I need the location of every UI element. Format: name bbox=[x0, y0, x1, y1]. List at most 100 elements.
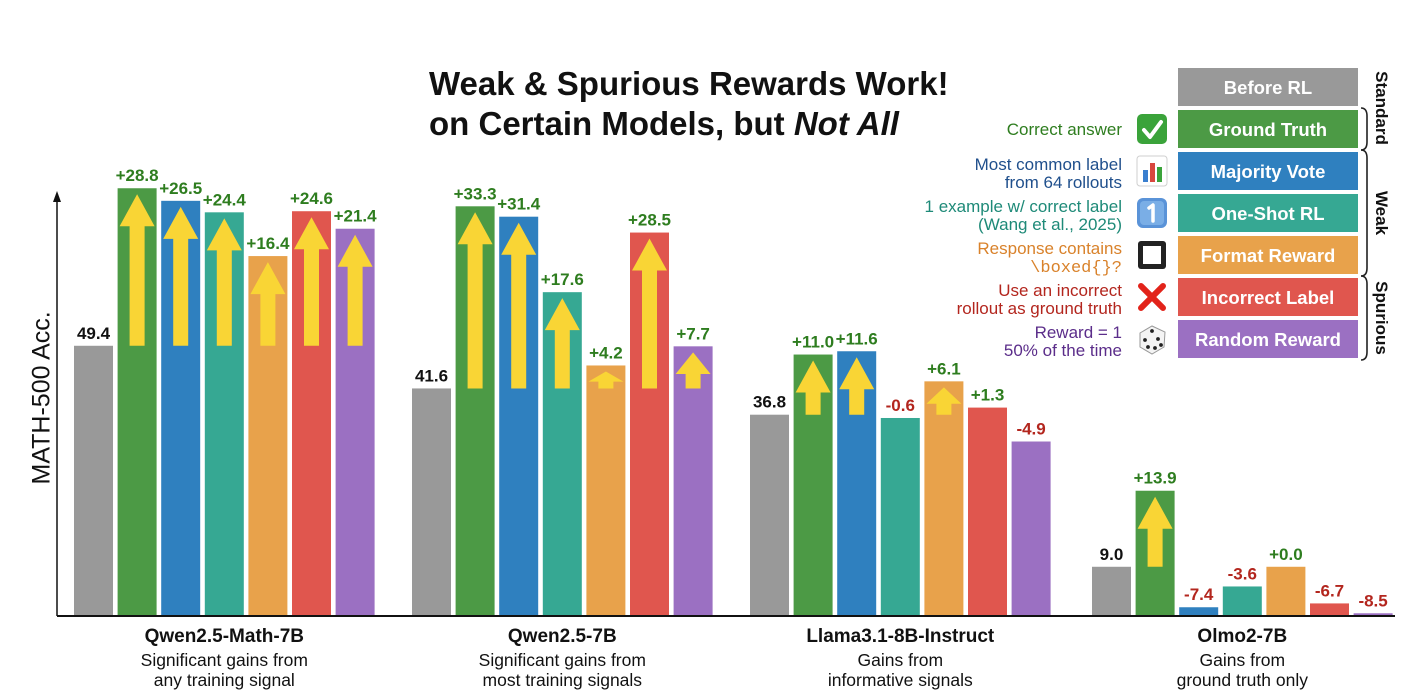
legend-box-label-1: Ground Truth bbox=[1209, 119, 1327, 140]
gain-arrow-2-1 bbox=[795, 360, 831, 415]
group-subtitle-3-0: Gains from bbox=[1200, 650, 1286, 670]
box-icon bbox=[1138, 241, 1166, 269]
legend-bracket-2 bbox=[1360, 275, 1368, 361]
delta-label-3-5: -8.5 bbox=[1358, 591, 1387, 610]
group-name-1: Qwen2.5-7B bbox=[508, 626, 617, 647]
gain-arrow-0-5 bbox=[294, 217, 329, 346]
legend-box-2 bbox=[1178, 152, 1358, 190]
gain-arrow-1-5 bbox=[632, 238, 667, 389]
gain-arrow-0-6 bbox=[337, 234, 373, 346]
legend-box-label-3: One-Shot RL bbox=[1211, 203, 1324, 224]
delta-label-2-4: +1.3 bbox=[971, 386, 1005, 405]
bar-3-6 bbox=[1353, 613, 1393, 616]
check-icon bbox=[1137, 114, 1167, 144]
legend-desc-1-0: Correct answer bbox=[1007, 120, 1123, 139]
delta-label-2-1: +11.6 bbox=[836, 329, 878, 348]
legend-bracket-label-2: Spurious bbox=[1372, 281, 1391, 355]
legend-box-label-5: Incorrect Label bbox=[1202, 287, 1335, 308]
delta-label-3-2: -3.6 bbox=[1228, 564, 1257, 583]
delta-label-0-1: +26.5 bbox=[159, 179, 202, 198]
legend-bracket-0 bbox=[1360, 107, 1368, 151]
dice-icon bbox=[1139, 325, 1166, 355]
gain-arrow-0-3 bbox=[206, 218, 242, 346]
chart-title: Weak & Spurious Rewards Work! on Certain… bbox=[429, 64, 949, 144]
legend-desc-3-0: 1 example w/ correct label bbox=[925, 197, 1122, 216]
group-subtitle-1-0: Significant gains from bbox=[479, 650, 646, 670]
gain-arrow-2-4 bbox=[926, 387, 962, 415]
bar-3-2 bbox=[1179, 607, 1219, 616]
gain-arrow-1-1 bbox=[457, 212, 493, 389]
bar-2-5 bbox=[968, 407, 1007, 616]
bar-2-0 bbox=[750, 414, 789, 616]
delta-label-1-3: +4.2 bbox=[589, 343, 623, 362]
delta-label-0-4: +24.6 bbox=[290, 189, 333, 208]
keycap-one-icon bbox=[1137, 198, 1167, 228]
legend-bracket-label-0: Standard bbox=[1372, 71, 1391, 145]
legend-bracket-label-1: Weak bbox=[1372, 191, 1391, 236]
chart-title-line2: on Certain Models, but Not All bbox=[429, 104, 949, 144]
bar-3-3 bbox=[1222, 586, 1262, 616]
gain-arrow-3-1 bbox=[1137, 496, 1173, 567]
legend-desc-2-1: from 64 rollouts bbox=[1005, 173, 1122, 192]
group-subtitle-0-1: any training signal bbox=[154, 670, 295, 690]
baseline-label-2: 36.8 bbox=[753, 393, 786, 412]
group-subtitle-0-0: Significant gains from bbox=[141, 650, 308, 670]
legend-box-1 bbox=[1178, 110, 1358, 148]
bar-3-5 bbox=[1310, 603, 1349, 616]
legend-desc-5-0: Use an incorrect bbox=[998, 281, 1122, 300]
legend-box-4 bbox=[1178, 236, 1358, 274]
bar-1-0 bbox=[412, 388, 451, 616]
delta-label-2-5: -4.9 bbox=[1016, 420, 1045, 439]
bar-2-4 bbox=[924, 381, 964, 616]
gain-arrow-1-6 bbox=[675, 352, 711, 389]
legend-desc-6-0: Reward = 1 bbox=[1035, 323, 1122, 342]
bar-3-4 bbox=[1266, 566, 1306, 616]
bar-0-0 bbox=[74, 345, 113, 616]
delta-label-0-3: +16.4 bbox=[246, 234, 290, 253]
gain-arrow-0-2 bbox=[163, 206, 199, 346]
gain-arrow-1-2 bbox=[501, 222, 537, 389]
group-subtitle-2-0: Gains from bbox=[858, 650, 944, 670]
delta-label-0-5: +21.4 bbox=[334, 207, 378, 226]
legend-desc-4-0: Response contains bbox=[977, 239, 1122, 258]
delta-label-2-3: +6.1 bbox=[927, 359, 961, 378]
delta-label-2-0: +11.0 bbox=[792, 333, 834, 352]
chart-title-line1: Weak & Spurious Rewards Work! bbox=[429, 65, 949, 102]
baseline-label-1: 41.6 bbox=[415, 366, 448, 385]
legend-desc-6-1: 50% of the time bbox=[1004, 341, 1122, 360]
legend-box-0 bbox=[1178, 68, 1358, 106]
bar-3-0 bbox=[1092, 566, 1131, 616]
delta-label-2-2: -0.6 bbox=[886, 396, 915, 415]
chart-title-line2-prefix: on Certain Models, but bbox=[429, 105, 794, 142]
delta-label-1-1: +31.4 bbox=[497, 195, 541, 214]
gain-arrow-0-1 bbox=[119, 194, 155, 346]
group-subtitle-1-1: most training signals bbox=[483, 670, 643, 690]
y-axis-arrowhead bbox=[53, 191, 61, 202]
bar-1-6 bbox=[673, 346, 713, 616]
group-name-3: Olmo2-7B bbox=[1197, 626, 1287, 647]
legend-box-6 bbox=[1178, 320, 1358, 358]
legend-bracket-1 bbox=[1360, 149, 1368, 277]
legend-desc-2-0: Most common label bbox=[975, 155, 1122, 174]
gain-arrow-0-4 bbox=[250, 262, 286, 346]
chart-title-emphasis: Not All bbox=[793, 105, 899, 142]
y-axis-label: MATH-500 Acc. bbox=[27, 311, 56, 485]
group-subtitle-3-1: ground truth only bbox=[1177, 670, 1309, 690]
baseline-label-3: 9.0 bbox=[1100, 545, 1124, 564]
cross-icon bbox=[1138, 283, 1166, 311]
legend-desc-4-1: \boxed{}? bbox=[1030, 259, 1122, 278]
gain-arrow-1-3 bbox=[544, 298, 580, 389]
delta-label-3-0: +13.9 bbox=[1134, 469, 1177, 488]
delta-label-3-4: -6.7 bbox=[1315, 581, 1344, 600]
bar-1-4 bbox=[586, 365, 626, 616]
bar-chart-icon bbox=[1136, 155, 1168, 187]
group-name-2: Llama3.1-8B-Instruct bbox=[806, 626, 995, 647]
legend-box-5 bbox=[1178, 278, 1358, 316]
legend-desc-3-1: (Wang et al., 2025) bbox=[978, 215, 1122, 234]
delta-label-1-5: +7.7 bbox=[676, 324, 710, 343]
baseline-label-0: 49.4 bbox=[77, 324, 111, 343]
legend-box-label-0: Before RL bbox=[1224, 77, 1312, 98]
legend-box-label-4: Format Reward bbox=[1201, 245, 1336, 266]
delta-label-3-1: -7.4 bbox=[1184, 585, 1214, 604]
